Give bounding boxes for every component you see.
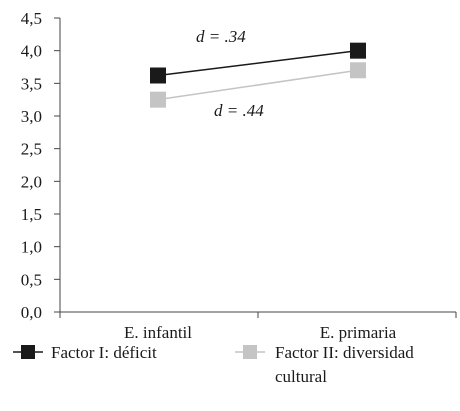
y-tick-label: 3,0 — [21, 107, 42, 126]
y-tick-label: 4,0 — [21, 42, 42, 61]
data-point-factor-2-2 — [350, 62, 366, 79]
data-point-factor-1-1 — [150, 67, 166, 84]
legend-item-factor-1: Factor I: déficit — [13, 343, 157, 362]
legend-label-factor-2-line1: Factor II: diversidad — [275, 343, 414, 362]
x-tick-label: E. primaria — [320, 323, 397, 342]
legend-label-factor-2-line2: cultural — [275, 367, 327, 386]
y-tick-label: 0,5 — [21, 270, 42, 289]
legend-label-factor-1: Factor I: déficit — [51, 343, 157, 362]
y-tick-label: 4,5 — [21, 9, 42, 28]
x-tick-label: E. infantil — [124, 323, 192, 342]
series-line-factor-1 — [157, 49, 359, 77]
data-point-factor-2-1 — [150, 91, 166, 108]
y-tick-label: 1,0 — [21, 238, 42, 257]
annotation-factor-2: d = .44 — [214, 101, 264, 120]
legend-marker-factor-2 — [243, 345, 257, 359]
series-layer — [150, 42, 366, 108]
data-point-factor-1-2 — [350, 42, 366, 59]
y-tick-label: 0,0 — [21, 303, 42, 322]
legend: Factor I: déficit Factor II: diversidad … — [13, 343, 414, 386]
annotation-factor-1: d = .34 — [196, 27, 246, 46]
x-ticks: E. infantil E. primaria — [59, 312, 457, 342]
series-line-factor-2 — [157, 69, 359, 101]
legend-item-factor-2: Factor II: diversidad cultural — [235, 343, 414, 386]
y-tick-label: 2,0 — [21, 172, 42, 191]
annotations: d = .34 d = .44 — [196, 27, 264, 120]
y-tick-label: 1,5 — [21, 205, 42, 224]
y-tick-label: 2,5 — [21, 140, 42, 159]
y-ticks: 0,0 0,5 1,0 1,5 2,0 2,5 3,0 3,5 4,0 4,5 — [21, 9, 60, 322]
legend-marker-factor-1 — [21, 345, 35, 359]
y-tick-label: 3,5 — [21, 74, 42, 93]
